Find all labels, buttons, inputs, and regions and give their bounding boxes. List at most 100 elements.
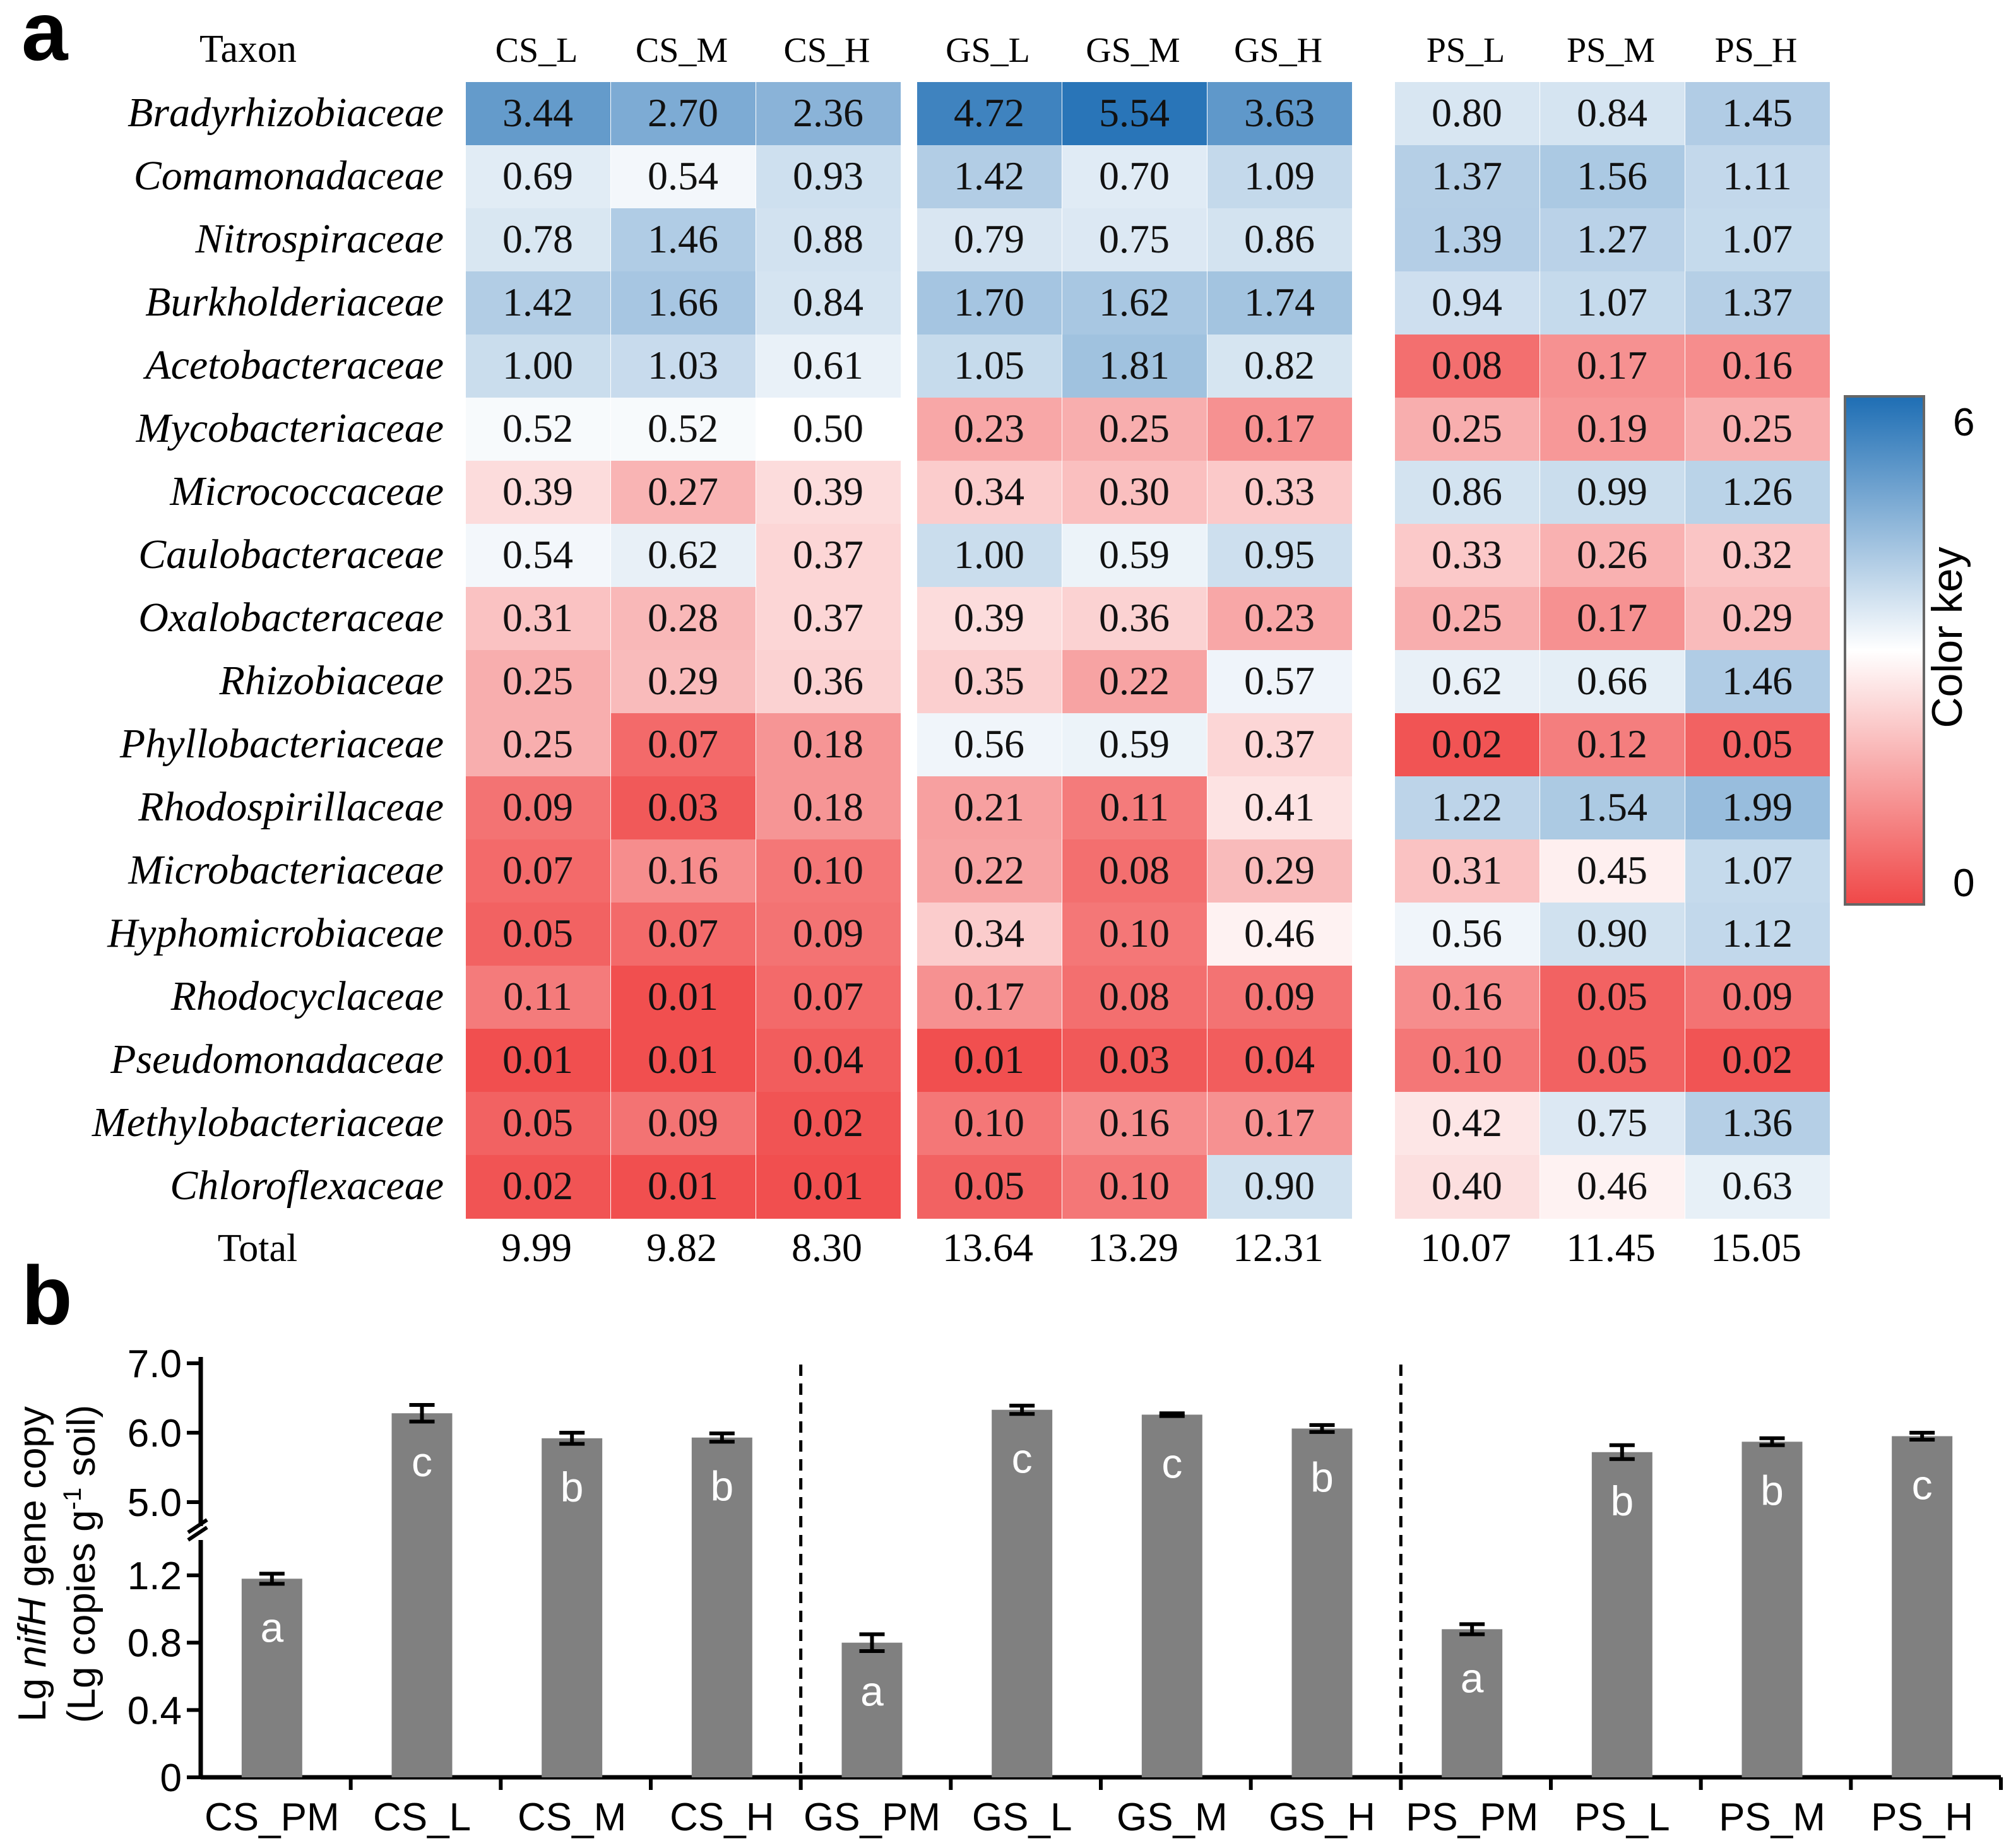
heatmap-cell-value: 0.25 bbox=[502, 658, 573, 703]
axis-break-mark bbox=[187, 1518, 208, 1534]
heatmap-cell bbox=[466, 1155, 610, 1219]
heatmap-cell-value: 0.09 bbox=[1244, 974, 1315, 1019]
heatmap-cell bbox=[1207, 1155, 1352, 1219]
heatmap-cell bbox=[917, 587, 1062, 651]
heatmap-cell-value: 0.23 bbox=[954, 406, 1024, 451]
row-label-taxon: Phyllobacteriaceae bbox=[119, 721, 444, 767]
heatmap-cell-value: 0.21 bbox=[954, 785, 1024, 829]
bar-chart-bars: a c b b a c c b a b b c bbox=[241, 1403, 1953, 1777]
column-header: PS_M bbox=[1567, 31, 1655, 70]
row-label-taxon: Rhizobiaceae bbox=[218, 658, 444, 704]
heatmap-cell-value: 0.25 bbox=[1722, 406, 1793, 451]
heatmap-cell bbox=[1685, 271, 1830, 335]
y-title-units-sup: -1 bbox=[59, 1488, 86, 1510]
bar bbox=[841, 1642, 903, 1777]
heatmap-cell bbox=[756, 839, 901, 903]
heatmap-cell-value: 0.05 bbox=[954, 1163, 1024, 1208]
heatmap-cell bbox=[1062, 650, 1207, 714]
color-key-title: Color key bbox=[1923, 547, 1971, 728]
bar bbox=[1291, 1428, 1353, 1777]
heatmap-cell-value: 0.80 bbox=[1432, 90, 1502, 135]
heatmap-cell-value: 0.07 bbox=[648, 911, 718, 956]
heatmap-cell-value: 0.03 bbox=[648, 785, 718, 829]
heatmap-cell-value: 2.70 bbox=[648, 90, 718, 135]
heatmap-cell bbox=[1685, 1092, 1830, 1156]
heatmap-cell-value: 0.05 bbox=[502, 911, 573, 956]
heatmap-cell-value: 0.11 bbox=[503, 974, 572, 1019]
heatmap-cell bbox=[1685, 82, 1830, 146]
bar-chart-axes: 0 0.4 0.8 1.2 5.0 6.0 7.0 CS_PM CS_L CS_M CS_H GS_P… bbox=[128, 1342, 2003, 1839]
heatmap-cell-value: 0.40 bbox=[1432, 1163, 1502, 1208]
heatmap-cell bbox=[756, 1155, 901, 1219]
heatmap-cell bbox=[1062, 271, 1207, 335]
heatmap-cell bbox=[1685, 335, 1830, 398]
y-title-units-prefix: (Lg copies g bbox=[60, 1510, 104, 1723]
heatmap-cell bbox=[611, 713, 756, 777]
heatmap-cell bbox=[1207, 398, 1352, 461]
heatmap-cell bbox=[466, 903, 610, 966]
heatmap-cell bbox=[756, 903, 901, 966]
heatmap-cell bbox=[1540, 145, 1685, 209]
heatmap-cell bbox=[917, 1092, 1062, 1156]
significance-letter: b bbox=[1310, 1454, 1334, 1500]
heatmap-cell-value: 0.08 bbox=[1432, 343, 1502, 388]
heatmap-cell-value: 0.17 bbox=[1577, 343, 1647, 388]
heatmap-cell-value: 0.84 bbox=[1577, 90, 1647, 135]
heatmap-cell bbox=[1395, 713, 1539, 777]
heatmap-cell bbox=[1685, 650, 1830, 714]
heatmap-cell-value: 0.70 bbox=[1099, 153, 1170, 198]
heatmap-cell-value: 0.34 bbox=[954, 911, 1024, 956]
column-header: GS_L bbox=[946, 31, 1030, 70]
heatmap-cell-value: 4.72 bbox=[954, 90, 1024, 135]
heatmap-cell-value: 0.86 bbox=[1432, 469, 1502, 514]
heatmap-cell bbox=[466, 524, 610, 588]
heatmap-cell bbox=[1685, 966, 1830, 1029]
heatmap-cell-value: 0.41 bbox=[1244, 785, 1315, 829]
heatmap-cell-value: 0.29 bbox=[1244, 848, 1315, 892]
heatmap-cell-value: 0.29 bbox=[648, 658, 718, 703]
significance-letter: c bbox=[1912, 1462, 1933, 1508]
bar bbox=[1141, 1414, 1202, 1777]
heatmap-cell bbox=[756, 335, 901, 398]
heatmap-cell bbox=[611, 271, 756, 335]
heatmap-cell-value: 1.07 bbox=[1722, 848, 1793, 892]
heatmap-cell-value: 3.63 bbox=[1244, 90, 1315, 135]
heatmap-cell-value: 1.26 bbox=[1722, 469, 1793, 514]
x-tick-label: PS_L bbox=[1574, 1796, 1670, 1839]
row-label-taxon: Methylobacteriaceae bbox=[92, 1099, 444, 1146]
heatmap-cell-value: 0.17 bbox=[1577, 595, 1647, 640]
heatmap-cell bbox=[466, 208, 610, 272]
heatmap-cell-value: 1.12 bbox=[1722, 911, 1793, 956]
heatmap-cell bbox=[1685, 524, 1830, 588]
x-tick-label: CS_H bbox=[670, 1796, 774, 1839]
heatmap-cell-value: 1.07 bbox=[1722, 216, 1793, 261]
heatmap-cell-value: 0.61 bbox=[793, 343, 863, 388]
total-value: 15.05 bbox=[1711, 1225, 1801, 1270]
heatmap-cell-value: 2.36 bbox=[793, 90, 863, 135]
heatmap-cell bbox=[1540, 903, 1685, 966]
heatmap-cell-value: 0.01 bbox=[954, 1037, 1024, 1082]
row-label-taxon: Micrococcaceae bbox=[169, 468, 444, 514]
heatmap-cell bbox=[611, 82, 756, 146]
total-value: 9.82 bbox=[646, 1225, 717, 1270]
heatmap-cell bbox=[756, 776, 901, 840]
heatmap-cell bbox=[756, 398, 901, 461]
x-tick-label: CS_M bbox=[518, 1796, 626, 1839]
heatmap-cell bbox=[1395, 903, 1539, 966]
heatmap-cell-value: 0.86 bbox=[1244, 216, 1315, 261]
significance-letter: b bbox=[561, 1464, 584, 1510]
heatmap-cell bbox=[756, 1092, 901, 1156]
heatmap-cell-value: 0.42 bbox=[1432, 1100, 1502, 1145]
heatmap-cell bbox=[1395, 398, 1539, 461]
heatmap-cell bbox=[466, 839, 610, 903]
column-header: CS_M bbox=[636, 31, 728, 70]
heatmap-cell bbox=[466, 82, 610, 146]
heatmap-cell bbox=[1395, 145, 1539, 209]
heatmap-cell bbox=[611, 776, 756, 840]
heatmap-cell-value: 1.00 bbox=[502, 343, 573, 388]
heatmap-cell bbox=[1062, 966, 1207, 1029]
heatmap-cell bbox=[1062, 776, 1207, 840]
heatmap-cell-value: 0.10 bbox=[1099, 911, 1170, 956]
row-label-taxon: Hyphomicrobiaceae bbox=[107, 910, 444, 956]
